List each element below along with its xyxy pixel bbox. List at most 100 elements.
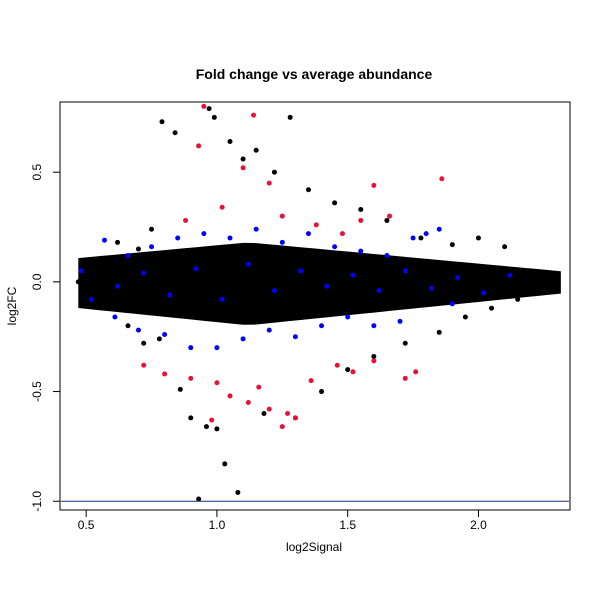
data-point bbox=[172, 130, 178, 136]
data-point bbox=[175, 235, 181, 241]
data-point bbox=[227, 235, 233, 241]
data-point bbox=[358, 217, 364, 223]
data-point bbox=[214, 345, 220, 351]
data-point bbox=[455, 274, 461, 280]
data-point bbox=[358, 206, 364, 212]
data-point bbox=[261, 410, 267, 416]
data-point bbox=[410, 235, 416, 241]
data-point bbox=[515, 296, 521, 302]
y-axis: -1.0 -0.5 0.0 0.5 bbox=[30, 164, 61, 512]
data-point bbox=[227, 393, 233, 399]
data-point bbox=[96, 274, 102, 280]
data-point bbox=[502, 244, 508, 250]
series-0 bbox=[75, 106, 555, 502]
data-point bbox=[141, 340, 147, 346]
data-point bbox=[507, 272, 513, 278]
data-point bbox=[332, 244, 338, 250]
data-point bbox=[125, 253, 131, 259]
series-2 bbox=[141, 103, 445, 430]
data-point bbox=[285, 410, 291, 416]
data-point bbox=[350, 369, 356, 375]
data-point bbox=[78, 268, 84, 274]
data-point bbox=[266, 327, 272, 333]
data-point bbox=[245, 261, 251, 267]
y-tick-label: 0.5 bbox=[30, 164, 44, 181]
data-point bbox=[413, 369, 419, 375]
y-tick-label: -1.0 bbox=[30, 491, 44, 512]
data-point bbox=[115, 239, 121, 245]
data-point bbox=[549, 274, 555, 280]
data-point bbox=[203, 424, 209, 430]
x-tick-label: 0.5 bbox=[78, 518, 95, 532]
data-point bbox=[88, 290, 94, 296]
data-point bbox=[188, 415, 194, 421]
x-tick-label: 2.0 bbox=[470, 518, 487, 532]
data-point bbox=[279, 239, 285, 245]
data-point bbox=[266, 180, 272, 186]
data-point bbox=[402, 375, 408, 381]
y-tick-label: -0.5 bbox=[30, 381, 44, 402]
data-point bbox=[287, 114, 293, 120]
data-point bbox=[371, 358, 377, 364]
data-point bbox=[371, 323, 377, 329]
data-point bbox=[101, 237, 107, 243]
data-point bbox=[222, 461, 228, 467]
data-point bbox=[449, 301, 455, 307]
data-point bbox=[387, 213, 393, 219]
data-point bbox=[319, 323, 325, 329]
data-point bbox=[141, 270, 147, 276]
data-point bbox=[256, 384, 262, 390]
data-point bbox=[358, 248, 364, 254]
data-point bbox=[88, 296, 94, 302]
data-point bbox=[141, 362, 147, 368]
data-point bbox=[384, 217, 390, 223]
dense-point-cloud bbox=[78, 242, 561, 325]
data-point bbox=[214, 380, 220, 386]
data-point bbox=[162, 371, 168, 377]
data-point bbox=[188, 345, 194, 351]
data-point bbox=[81, 272, 87, 278]
data-point bbox=[245, 400, 251, 406]
data-point bbox=[115, 283, 121, 289]
data-point bbox=[201, 103, 207, 109]
data-point bbox=[489, 305, 495, 311]
data-point bbox=[305, 231, 311, 237]
data-point bbox=[428, 285, 434, 291]
data-point bbox=[334, 362, 340, 368]
data-point bbox=[240, 336, 246, 342]
data-point bbox=[219, 204, 225, 210]
data-point bbox=[235, 489, 241, 495]
data-point bbox=[271, 288, 277, 294]
data-point bbox=[371, 182, 377, 188]
data-point bbox=[439, 176, 445, 182]
data-point bbox=[423, 231, 429, 237]
data-point bbox=[253, 147, 259, 153]
data-point bbox=[298, 268, 304, 274]
data-point bbox=[251, 112, 257, 118]
data-point bbox=[376, 288, 382, 294]
data-point bbox=[475, 235, 481, 241]
data-point bbox=[75, 279, 81, 285]
data-point bbox=[125, 323, 131, 329]
data-point bbox=[402, 340, 408, 346]
data-point bbox=[183, 217, 189, 223]
data-point bbox=[305, 187, 311, 193]
data-point bbox=[219, 296, 225, 302]
data-point bbox=[209, 417, 215, 423]
series-1 bbox=[78, 226, 513, 351]
data-point bbox=[308, 378, 314, 384]
data-point bbox=[211, 114, 217, 120]
data-point bbox=[227, 138, 233, 144]
data-point bbox=[240, 165, 246, 171]
y-axis-label: log2FC bbox=[5, 286, 19, 325]
data-point bbox=[162, 332, 168, 338]
data-points bbox=[75, 103, 555, 502]
data-point bbox=[112, 314, 118, 320]
y-tick-label: 0.0 bbox=[30, 273, 44, 290]
data-point bbox=[436, 226, 442, 232]
data-point bbox=[332, 200, 338, 206]
data-point bbox=[313, 222, 319, 228]
data-point bbox=[271, 169, 277, 175]
